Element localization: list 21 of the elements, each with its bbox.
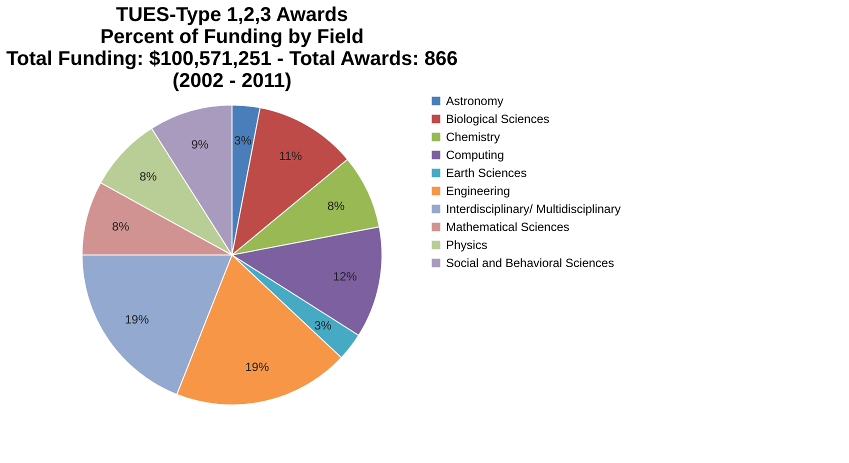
legend-label: Mathematical Sciences xyxy=(446,220,570,234)
data-label: 3% xyxy=(234,134,252,148)
legend-label: Astronomy xyxy=(446,94,504,108)
data-label: 19% xyxy=(124,312,150,327)
data-label: 11% xyxy=(278,149,302,164)
data-label: 8% xyxy=(139,169,158,184)
legend-label: Engineering xyxy=(446,184,510,198)
legend-label: Social and Behavioral Sciences xyxy=(446,256,614,270)
data-label: 3% xyxy=(314,318,332,332)
chart-title: TUES-Type 1,2,3 Awards Percent of Funding by Field Total Funding: $100,571,251 - Total Awards: 866 (2002 - 2011) xyxy=(6,4,458,92)
data-label: 8% xyxy=(327,199,346,214)
legend-label: Interdisciplinary/ Multidisciplinary xyxy=(446,202,621,216)
data-label: 19% xyxy=(245,360,270,374)
legend-label: Physics xyxy=(446,238,488,252)
legend-label: Chemistry xyxy=(446,130,500,144)
legend-label: Biological Sciences xyxy=(446,112,550,126)
data-label: 8% xyxy=(112,219,130,234)
legend-label: Earth Sciences xyxy=(446,166,527,180)
legend-label: Computing xyxy=(446,148,504,162)
data-label: 9% xyxy=(191,138,209,152)
data-label: 12% xyxy=(332,270,358,284)
